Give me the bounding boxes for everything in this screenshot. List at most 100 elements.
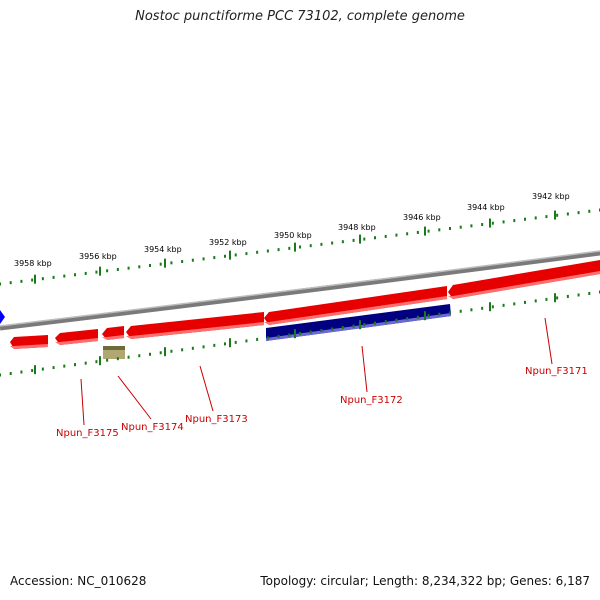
outer-major-tick <box>34 274 36 284</box>
minor-tick <box>202 345 205 349</box>
minor-tick <box>320 329 323 333</box>
minor-tick <box>534 216 537 220</box>
minor-tick <box>20 279 23 283</box>
minor-tick <box>384 320 387 324</box>
minor-tick <box>116 357 119 361</box>
minor-tick <box>277 248 280 252</box>
minor-tick <box>234 253 237 257</box>
outer-major-ticks <box>34 210 556 284</box>
minor-tick <box>491 305 494 309</box>
minor-tick <box>513 302 516 306</box>
minor-tick <box>588 209 591 213</box>
minor-tick <box>191 346 194 350</box>
minor-tick <box>299 332 301 335</box>
gene-npun-f3171[interactable] <box>448 260 600 299</box>
minor-tick <box>266 336 269 340</box>
minor-tick <box>524 217 526 221</box>
minor-tick <box>41 277 44 281</box>
minor-tick <box>116 267 119 271</box>
inner-major-tick <box>229 338 231 348</box>
minor-tick <box>566 294 569 298</box>
minor-tick <box>481 223 484 227</box>
minor-tick <box>245 252 248 256</box>
minor-tick <box>545 215 548 219</box>
minor-tick <box>481 306 484 310</box>
minor-tick <box>191 258 194 262</box>
inner-major-tick <box>294 329 296 339</box>
minor-tick <box>0 373 1 377</box>
minor-tick <box>556 296 559 300</box>
kbp-tick-label: 3958 kbp <box>14 259 52 268</box>
minor-tick <box>374 236 376 240</box>
gene-label-npun-f3173[interactable]: Npun_F3173 <box>185 414 248 425</box>
gene-label-npun-f3174[interactable]: Npun_F3174 <box>121 422 184 433</box>
minor-tick <box>416 230 419 234</box>
minor-tick <box>63 364 66 368</box>
gene-npun-f3174-shade <box>102 335 124 340</box>
minor-tick <box>513 219 516 223</box>
gene-label-npun-f3171[interactable]: Npun_F3171 <box>525 366 588 377</box>
inner-major-tick <box>554 293 556 303</box>
label-leader-npun-f3175 <box>80 378 85 426</box>
minor-tick <box>406 317 409 321</box>
minor-tick <box>41 367 44 371</box>
minor-tick <box>459 225 462 229</box>
kbp-tick-label: 3946 kbp <box>403 213 441 222</box>
minor-tick <box>566 212 569 216</box>
minor-tick <box>84 271 87 275</box>
minor-tick <box>52 366 55 370</box>
gene-npun-f3174a-shade <box>55 338 98 345</box>
inner-major-tick <box>164 347 166 357</box>
accession-text: Accession: NC_010628 <box>10 574 147 588</box>
minor-tick <box>309 244 312 248</box>
inner-tick-track <box>0 290 600 377</box>
minor-tick <box>309 330 312 334</box>
origin-marker <box>0 310 5 324</box>
inner-major-tick <box>424 311 426 321</box>
inner-major-tick <box>489 302 491 312</box>
outer-major-tick <box>294 242 296 252</box>
minor-tick <box>384 234 387 238</box>
minor-tick <box>470 224 473 228</box>
minor-tick <box>74 363 76 367</box>
minor-tick <box>556 213 559 217</box>
minor-tick <box>127 355 130 359</box>
minor-tick <box>331 327 334 331</box>
minor-tick <box>491 221 494 225</box>
kbp-tick-label: 3944 kbp <box>467 203 505 212</box>
minor-tick <box>545 297 548 301</box>
gene-npun-f3172[interactable] <box>264 286 447 325</box>
inner-major-tick <box>34 365 36 375</box>
minor-tick <box>502 303 505 307</box>
outer-tick-track <box>0 208 600 286</box>
minor-tick <box>127 266 130 270</box>
minor-tick <box>459 309 462 313</box>
outer-major-tick <box>359 234 361 244</box>
gene-npun-f3173-shade <box>126 322 264 339</box>
minor-tick <box>331 241 334 245</box>
gene-label-npun-f3175[interactable]: Npun_F3175 <box>56 428 119 439</box>
minor-tick <box>320 242 323 246</box>
minor-tick <box>224 342 226 346</box>
minor-tick <box>266 249 269 253</box>
label-leader-npun-f3171 <box>544 317 553 365</box>
minor-tick <box>95 270 98 274</box>
gene-npun-f3171-shade <box>448 271 600 299</box>
minor-tick <box>170 349 173 353</box>
minor-tick <box>31 278 34 282</box>
minor-tick <box>138 265 141 269</box>
minor-tick <box>363 237 366 241</box>
minor-tick <box>449 311 451 315</box>
rna-feature-shade <box>103 346 125 350</box>
gene-npun-f3173[interactable] <box>126 312 264 339</box>
minor-tick <box>288 246 291 250</box>
minor-tick <box>363 323 366 327</box>
minor-tick <box>395 318 398 322</box>
kbp-tick-label: 3948 kbp <box>338 223 376 232</box>
gene-label-npun-f3172[interactable]: Npun_F3172 <box>340 395 403 406</box>
minor-tick <box>181 260 184 264</box>
map-title: Nostoc punctiforme PCC 73102, complete g… <box>135 9 465 24</box>
minor-tick <box>138 354 141 358</box>
minor-tick <box>181 348 184 352</box>
